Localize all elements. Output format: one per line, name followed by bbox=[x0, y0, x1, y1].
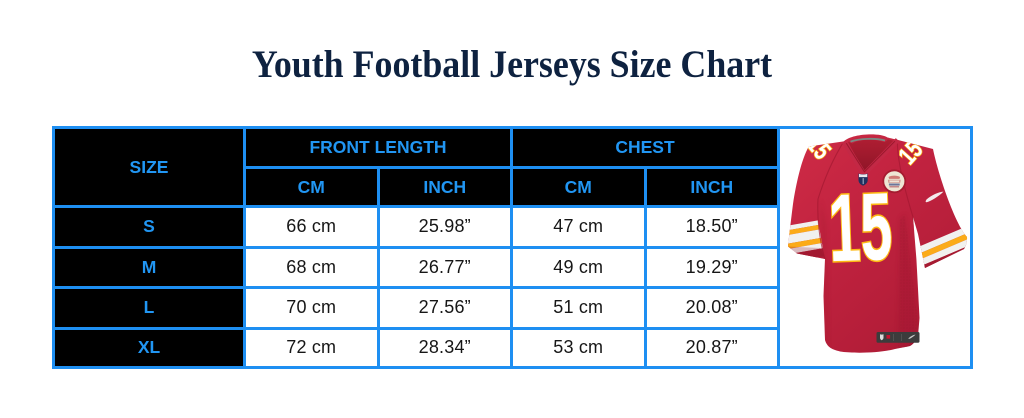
svg-text:15: 15 bbox=[827, 173, 894, 282]
